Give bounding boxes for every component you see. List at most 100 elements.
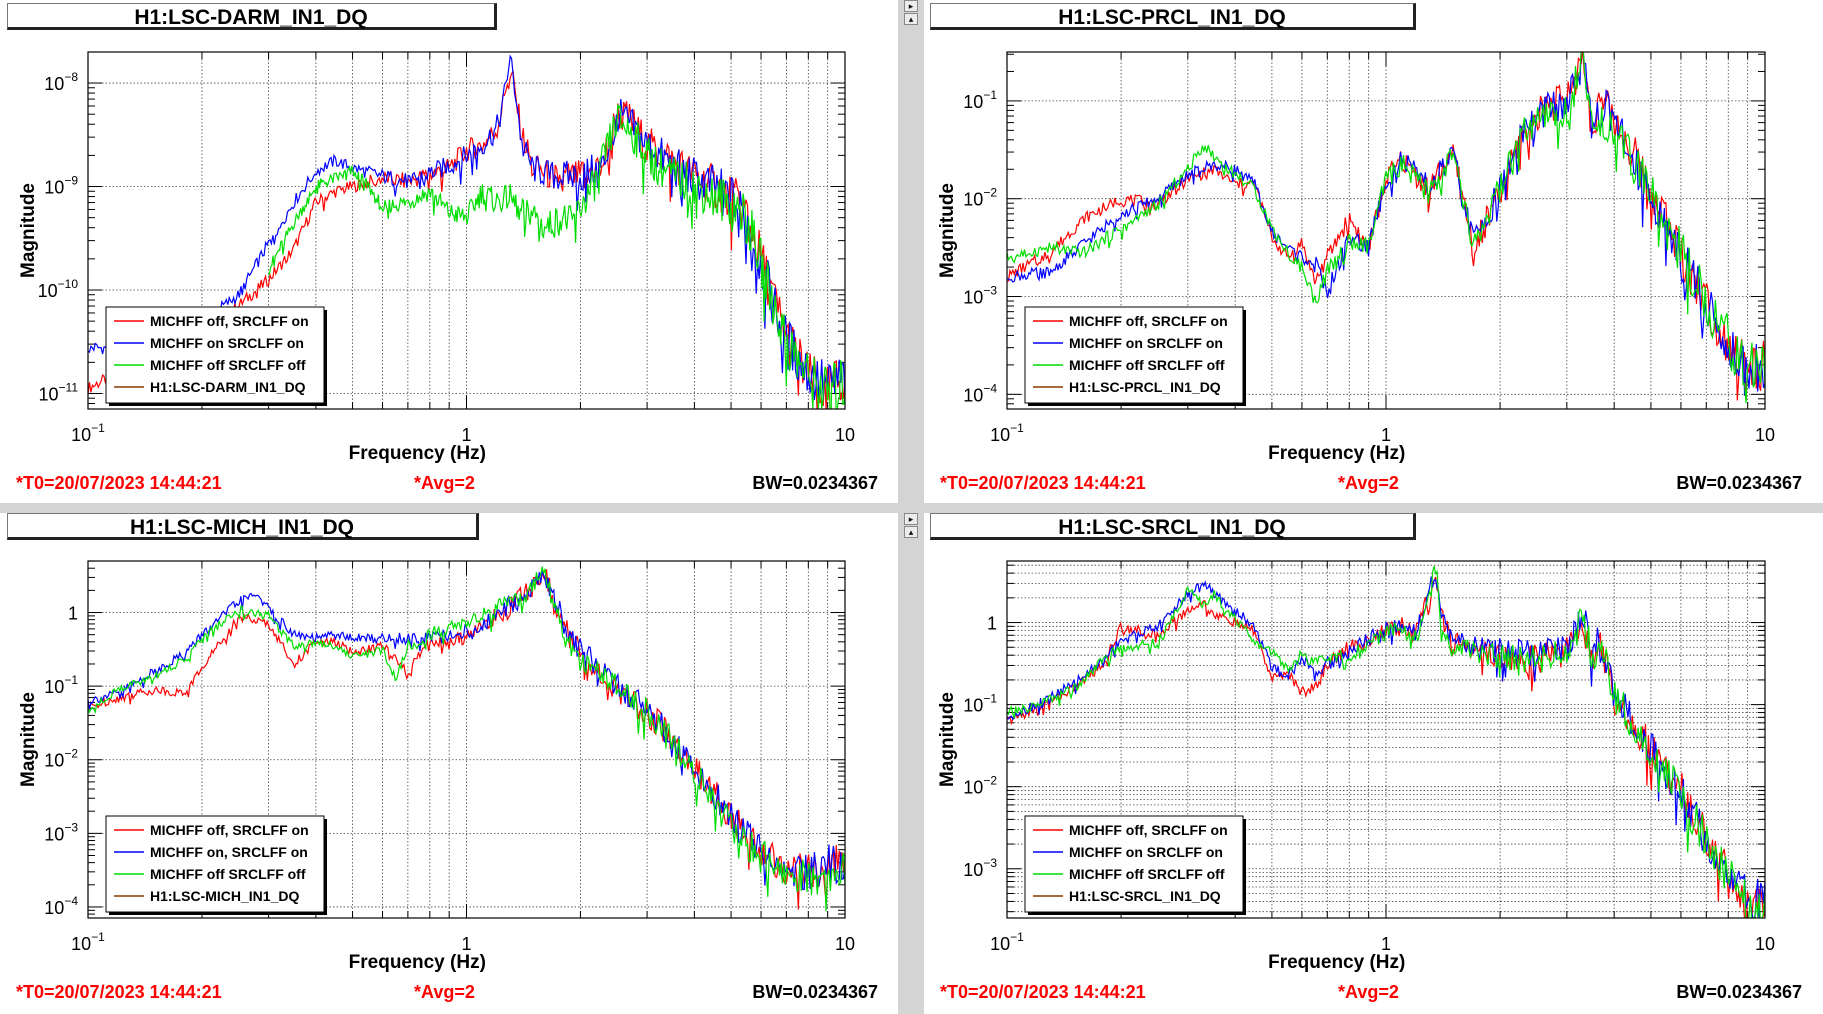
legend-label: MICHFF off SRCLFF off	[1069, 866, 1225, 882]
legend: MICHFF off, SRCLFF on MICHFF on SRCLFF on…	[1024, 815, 1246, 915]
y-tick-base: 10	[44, 751, 64, 771]
series-line-3	[1007, 565, 1765, 918]
y-tick-base: 10	[963, 190, 983, 210]
y-tick-exponent: −11	[59, 380, 79, 394]
legend-label: MICHFF off, SRCLFF on	[1069, 822, 1228, 838]
y-tick-label: 10−1	[963, 88, 997, 112]
y-tick-label: 10−11	[39, 380, 79, 404]
horizontal-pane-divider[interactable]	[0, 503, 1823, 513]
legend-label: MICHFF on, SRCLFF on	[150, 844, 308, 860]
footer-bw: BW=0.0234367	[1676, 473, 1802, 493]
y-tick-label: 10−8	[44, 70, 78, 94]
x-tick-base: 10	[71, 425, 91, 445]
footer-bw: BW=0.0234367	[752, 982, 878, 1002]
footer-bw: BW=0.0234367	[1676, 982, 1802, 1002]
y-tick-label: 10−1	[44, 673, 78, 697]
footer-t0: *T0=20/07/2023 14:44:21	[940, 982, 1146, 1002]
y-tick-base: 10	[963, 92, 983, 112]
legend-label: MICHFF off, SRCLFF on	[1069, 313, 1228, 329]
x-tick-label: 1	[461, 934, 471, 954]
x-tick-label: 10−1	[71, 930, 105, 954]
collapse-up-arrow-icon[interactable]: ▴	[904, 13, 918, 25]
y-tick-exponent: −4	[64, 894, 78, 908]
y-tick-label: 10−1	[963, 692, 997, 716]
y-tick-exponent: −10	[58, 277, 79, 291]
footer-avg: *Avg=2	[414, 473, 475, 493]
x-tick-base: 10	[990, 425, 1010, 445]
y-tick-exponent: −8	[64, 70, 78, 84]
legend-label: MICHFF off SRCLFF off	[150, 357, 306, 373]
collapse-right-arrow-icon[interactable]: ▸	[904, 513, 918, 525]
series-group	[1007, 52, 1765, 404]
x-tick-label: 1	[1381, 934, 1391, 954]
y-axis-title: Magnitude	[937, 692, 958, 787]
axis-ticks	[1006, 561, 1765, 918]
footer-avg: *Avg=2	[1338, 473, 1399, 493]
x-tick-label: 10	[1755, 934, 1775, 954]
y-tick-exponent: −2	[983, 186, 997, 200]
series-group	[88, 566, 845, 912]
x-tick-base: 1	[461, 425, 471, 445]
y-tick-exponent: −2	[983, 774, 997, 788]
legend-box	[105, 306, 325, 404]
x-tick-base: 10	[990, 934, 1010, 954]
y-tick-label: 1	[68, 604, 78, 624]
x-tick-label: 10	[835, 934, 855, 954]
y-axis-title: Magnitude	[18, 692, 39, 787]
x-tick-label: 10−1	[71, 421, 105, 445]
legend: MICHFF off, SRCLFF on MICHFF on, SRCLFF o…	[105, 815, 327, 915]
series-group	[1007, 565, 1765, 918]
y-tick-label: 10−4	[44, 894, 78, 918]
panel-title: H1:LSC-DARM_IN1_DQ	[7, 3, 497, 30]
x-tick-exponent: −1	[91, 421, 105, 435]
y-tick-base: 10	[44, 677, 64, 697]
grid	[87, 561, 845, 918]
legend-label: H1:LSC-SRCL_IN1_DQ	[1069, 888, 1221, 904]
footer-avg: *Avg=2	[414, 982, 475, 1002]
legend-label: MICHFF off, SRCLFF on	[150, 822, 309, 838]
y-tick-label: 10−10	[38, 277, 79, 301]
x-tick-label: 1	[1381, 425, 1391, 445]
x-tick-label: 10−1	[990, 421, 1024, 445]
axis-ticks	[87, 560, 845, 918]
x-tick-base: 10	[1755, 934, 1775, 954]
footer-t0: *T0=20/07/2023 14:44:21	[940, 473, 1146, 493]
y-tick-exponent: −1	[64, 673, 78, 687]
plot-frame	[87, 560, 846, 919]
footer-t0: *T0=20/07/2023 14:44:21	[16, 982, 222, 1002]
legend-label: MICHFF off SRCLFF off	[1069, 357, 1225, 373]
y-tick-base: 10	[39, 384, 59, 404]
collapse-up-arrow-icon[interactable]: ▴	[904, 526, 918, 538]
y-tick-label: 10−3	[44, 820, 78, 844]
legend: MICHFF off, SRCLFF on MICHFF on SRCLFF on…	[1024, 306, 1246, 406]
y-tick-exponent: −1	[983, 88, 997, 102]
plot-frame	[1006, 560, 1766, 919]
y-tick-base: 10	[44, 898, 64, 918]
footer-t0: *T0=20/07/2023 14:44:21	[16, 473, 222, 493]
x-tick-exponent: −1	[1010, 930, 1024, 944]
legend: MICHFF off, SRCLFF on MICHFF on SRCLFF on…	[105, 306, 327, 406]
x-axis-title: Frequency (Hz)	[349, 443, 486, 464]
plot-frame	[87, 51, 846, 410]
x-tick-label: 1	[461, 425, 471, 445]
y-tick-label: 10−4	[963, 381, 997, 405]
y-tick-exponent: −3	[983, 856, 997, 870]
collapse-right-arrow-icon[interactable]: ▸	[904, 0, 918, 12]
x-tick-base: 1	[1381, 934, 1391, 954]
y-tick-label: 10−2	[963, 774, 997, 798]
legend-label: MICHFF on SRCLFF on	[1069, 844, 1223, 860]
y-axis-title: Magnitude	[937, 183, 958, 278]
grid	[87, 52, 845, 409]
x-axis-title: Frequency (Hz)	[1268, 952, 1405, 973]
y-tick-base: 10	[963, 288, 983, 308]
series-line-3	[88, 566, 845, 912]
prcl-spectrum-panel: H1:LSC-PRCL_IN1_DQ 10−1 1 10 10−4 10−3 10−2 10…	[924, 0, 1823, 503]
x-tick-base: 1	[461, 934, 471, 954]
x-axis-title: Frequency (Hz)	[349, 952, 486, 973]
legend-label: H1:LSC-MICH_IN1_DQ	[150, 888, 299, 904]
y-tick-base: 1	[987, 614, 997, 634]
